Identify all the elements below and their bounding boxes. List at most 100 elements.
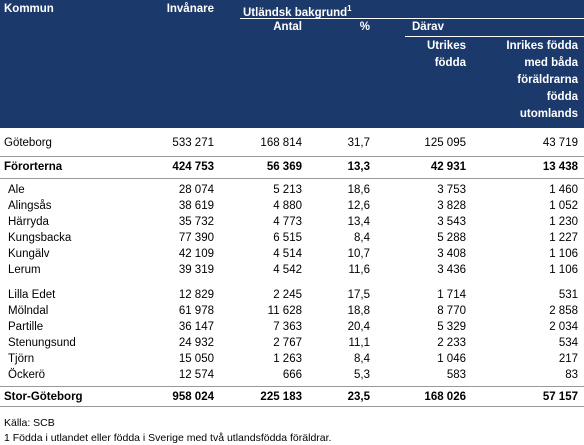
cell: 2 767 bbox=[273, 337, 302, 349]
footnote-ref: 1 bbox=[347, 4, 352, 13]
cell: 5 288 bbox=[437, 232, 466, 244]
cell: 958 024 bbox=[172, 391, 214, 403]
source: Källa: SCB bbox=[4, 417, 55, 429]
cell: 7 363 bbox=[273, 321, 302, 333]
header-cell: Invånare bbox=[166, 3, 214, 15]
row-label: Kungsbacka bbox=[8, 232, 72, 244]
cell: 12 829 bbox=[178, 289, 214, 301]
cell: 5 329 bbox=[437, 321, 466, 333]
header-line: utomlands bbox=[519, 108, 578, 120]
cell: 5,3 bbox=[354, 369, 370, 381]
row-label: Tjörn bbox=[8, 353, 35, 365]
cell: 666 bbox=[282, 369, 302, 381]
row-label: Ale bbox=[8, 184, 25, 196]
row-label: Härryda bbox=[8, 216, 49, 228]
footnote: 1 Födda i utlandet eller födda i Sverige… bbox=[4, 432, 332, 444]
cell: 83 bbox=[565, 369, 578, 381]
cell: 42 931 bbox=[430, 161, 466, 173]
cell: 1 460 bbox=[549, 184, 578, 196]
cell: 13,3 bbox=[347, 161, 370, 173]
cell: 3 543 bbox=[437, 216, 466, 228]
cell: 424 753 bbox=[172, 161, 214, 173]
cell: 8,4 bbox=[354, 353, 370, 365]
header-line: födda bbox=[434, 57, 466, 69]
rule bbox=[0, 406, 584, 407]
cell: 2 233 bbox=[437, 337, 466, 349]
cell: 15 050 bbox=[178, 353, 214, 365]
cell: 8 770 bbox=[437, 305, 466, 317]
cell: 2 858 bbox=[549, 305, 578, 317]
cell: 533 271 bbox=[172, 137, 214, 149]
cell: 583 bbox=[446, 369, 466, 381]
cell: 13 438 bbox=[542, 161, 578, 173]
cell: 18,6 bbox=[347, 184, 370, 196]
cell: 61 978 bbox=[178, 305, 214, 317]
rule bbox=[0, 386, 584, 387]
cell: 43 719 bbox=[542, 137, 578, 149]
row-label: Partille bbox=[8, 321, 44, 333]
cell: 17,5 bbox=[347, 289, 370, 301]
cell: 1 106 bbox=[549, 264, 578, 276]
header-line: föräldrarna bbox=[517, 74, 578, 86]
cell: 531 bbox=[558, 289, 578, 301]
cell: 56 369 bbox=[266, 161, 302, 173]
cell: 8,4 bbox=[354, 232, 370, 244]
cell: 6 515 bbox=[273, 232, 302, 244]
cell: 23,5 bbox=[347, 391, 370, 403]
cell: 38 619 bbox=[178, 200, 214, 212]
row-label: Kungälv bbox=[8, 248, 50, 260]
cell: 3 828 bbox=[437, 200, 466, 212]
cell: 1 106 bbox=[549, 248, 578, 260]
cell: 1 227 bbox=[549, 232, 578, 244]
rule bbox=[0, 156, 584, 157]
row-label: Göteborg bbox=[4, 137, 52, 149]
cell: 1 230 bbox=[549, 216, 578, 228]
cell: 24 932 bbox=[178, 337, 214, 349]
cell: 57 157 bbox=[542, 391, 578, 403]
row-label: Lilla Edet bbox=[8, 289, 56, 301]
row-label: Alingsås bbox=[8, 200, 52, 212]
cell: 11 628 bbox=[267, 305, 302, 317]
cell: 1 052 bbox=[549, 200, 578, 212]
row-label: Mölndal bbox=[8, 305, 49, 317]
row-label: Stenungsund bbox=[8, 337, 76, 349]
cell: 1 714 bbox=[437, 289, 466, 301]
header-line: med båda bbox=[524, 57, 578, 69]
cell: 39 319 bbox=[178, 264, 214, 276]
cell: 28 074 bbox=[178, 184, 214, 196]
cell: 11,1 bbox=[348, 337, 370, 349]
header-cell: Kommun bbox=[4, 3, 54, 15]
row-label: Lerum bbox=[8, 264, 41, 276]
cell: 11,6 bbox=[348, 264, 370, 276]
header-cell: Därav bbox=[412, 21, 444, 33]
cell: 35 732 bbox=[178, 216, 214, 228]
cell: 5 213 bbox=[273, 184, 302, 196]
cell: 13,4 bbox=[347, 216, 370, 228]
cell: 3 436 bbox=[437, 264, 466, 276]
cell: 1 263 bbox=[273, 353, 302, 365]
cell: 3 753 bbox=[437, 184, 466, 196]
row-label: Öckerö bbox=[8, 369, 46, 381]
header-line: Inrikes födda bbox=[506, 40, 578, 52]
row-label: Stor-Göteborg bbox=[4, 391, 83, 403]
rule bbox=[405, 36, 584, 37]
cell: 4 542 bbox=[273, 264, 302, 276]
cell: 168 026 bbox=[424, 391, 466, 403]
cell: 36 147 bbox=[178, 321, 214, 333]
header-cell: Utländsk bakgrund1 bbox=[243, 2, 352, 20]
cell: 77 390 bbox=[178, 232, 214, 244]
cell: 42 109 bbox=[178, 248, 214, 260]
cell: 3 408 bbox=[437, 248, 466, 260]
table-header bbox=[0, 0, 584, 128]
cell: 2 245 bbox=[273, 289, 302, 301]
cell: 12 574 bbox=[178, 369, 214, 381]
cell: 18,8 bbox=[347, 305, 370, 317]
cell: 534 bbox=[558, 337, 578, 349]
header-cell: Antal bbox=[273, 21, 302, 33]
cell: 125 095 bbox=[424, 137, 466, 149]
cell: 4 880 bbox=[273, 200, 302, 212]
header-text: Utländsk bakgrund bbox=[243, 7, 348, 19]
cell: 225 183 bbox=[260, 391, 302, 403]
cell: 2 034 bbox=[549, 321, 578, 333]
